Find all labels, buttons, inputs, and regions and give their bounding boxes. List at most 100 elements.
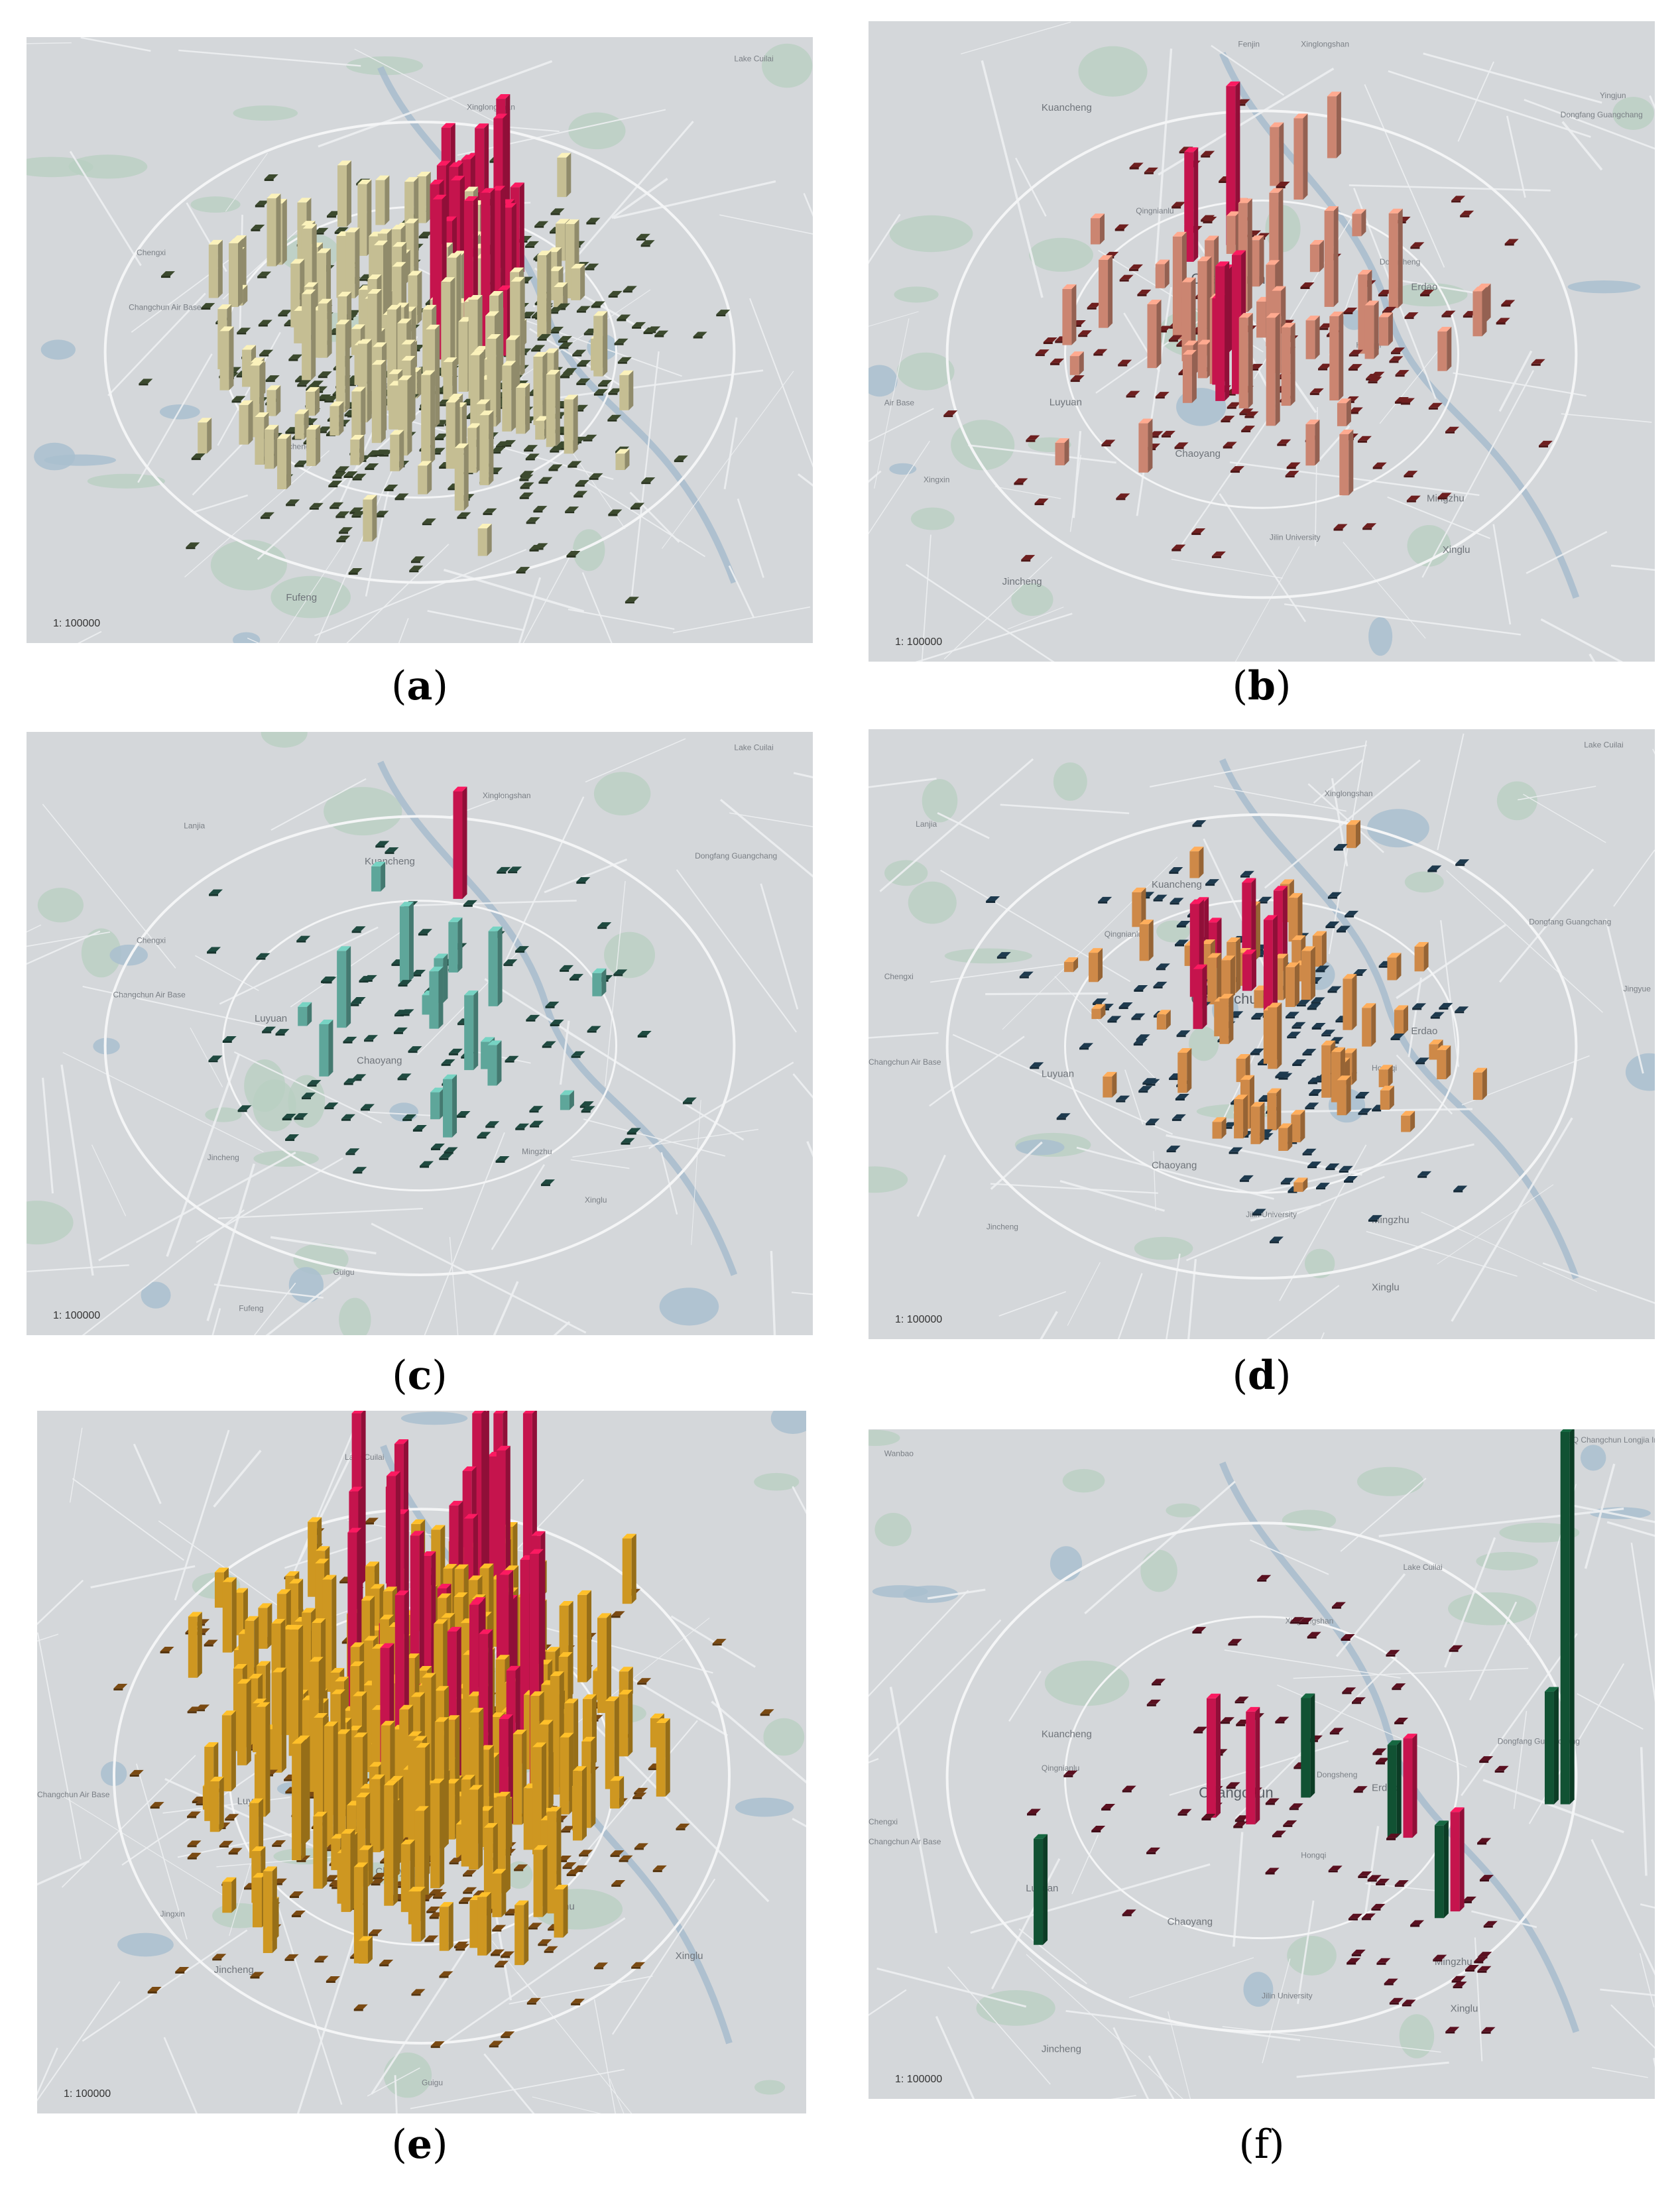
flat-cell <box>264 174 278 182</box>
flat-cell <box>760 1709 774 1716</box>
flat-cell <box>1390 1034 1405 1041</box>
flat-cell <box>1451 196 1466 203</box>
flat-cell <box>1201 1813 1216 1820</box>
flat-cell <box>1030 1062 1044 1069</box>
flat-cell <box>187 1706 202 1714</box>
flat-cell <box>550 208 565 215</box>
hot-bar <box>1215 261 1230 401</box>
flat-cell <box>712 1639 727 1646</box>
flat-cell <box>625 597 639 604</box>
flat-cell <box>682 1097 697 1104</box>
flat-cell <box>291 1910 306 1917</box>
flat-cell <box>1318 363 1333 371</box>
flat-cell <box>1093 998 1107 1006</box>
flat-cell <box>1290 1617 1305 1624</box>
bar <box>492 1869 507 1917</box>
flat-cell <box>426 1906 441 1913</box>
flat-cell <box>1234 1815 1249 1822</box>
flat-cell <box>1175 939 1189 947</box>
flat-cell <box>1227 402 1241 409</box>
flat-cell <box>457 512 471 519</box>
place-label: Jincheng <box>987 1222 1018 1231</box>
bar <box>1324 206 1339 307</box>
flat-cell <box>1433 1954 1447 1962</box>
flat-cell <box>186 542 200 550</box>
flat-cell <box>608 509 623 516</box>
flat-cell <box>534 221 549 228</box>
flat-cell <box>1118 359 1132 367</box>
flat-cell <box>597 922 612 929</box>
flat-cell <box>255 200 269 208</box>
flat-cell <box>408 1046 422 1053</box>
flat-cell <box>570 974 584 981</box>
flat-cell <box>565 506 579 514</box>
flat-cell <box>559 342 573 349</box>
flat-cell <box>1101 1804 1116 1811</box>
place-label: Dongfang Guangchang <box>1498 1737 1580 1746</box>
flat-cell <box>533 506 548 513</box>
flat-cell <box>187 1811 202 1818</box>
map-panel-e: Lake CuilaiErdaoChangchun Air BaseLuyuan… <box>37 1411 806 2113</box>
flat-cell <box>1239 1175 1254 1182</box>
flat-cell <box>296 935 311 943</box>
flat-cell <box>572 349 587 357</box>
flat-cell <box>1368 1215 1382 1222</box>
flat-cell <box>360 1104 375 1111</box>
flat-cell <box>1233 1821 1248 1828</box>
flat-cell <box>343 1036 357 1043</box>
flat-cell <box>318 371 332 379</box>
flat-cell <box>1348 1913 1362 1921</box>
place-label: Mingzhu <box>1435 1956 1472 1968</box>
flat-cell <box>353 2004 368 2011</box>
flat-cell <box>589 473 603 480</box>
bar <box>1069 351 1084 375</box>
bar <box>1560 1429 1575 1805</box>
flat-cell <box>1347 1958 1361 1965</box>
flat-cell <box>576 378 591 385</box>
bar <box>430 1087 445 1120</box>
bar <box>318 298 332 358</box>
flat-cell <box>237 1105 252 1112</box>
flat-cell <box>591 301 605 308</box>
flat-cell <box>1368 377 1382 384</box>
bar <box>1434 1820 1449 1919</box>
flat-cell <box>654 330 669 337</box>
flat-cell <box>1349 349 1363 357</box>
flat-cell <box>577 360 591 367</box>
bar <box>272 1667 286 1773</box>
bar <box>557 152 571 198</box>
flat-cell <box>160 271 175 278</box>
flat-cell <box>566 551 581 558</box>
flat-cell <box>637 1031 652 1038</box>
flat-cell <box>1343 1175 1358 1183</box>
bar <box>454 443 469 511</box>
place-label: Xinglu <box>1372 1281 1400 1293</box>
flat-cell <box>1441 310 1456 318</box>
bar <box>1138 418 1153 473</box>
flat-cell <box>1272 1830 1286 1838</box>
flat-cell <box>576 877 591 884</box>
flat-cell <box>262 1026 276 1034</box>
flat-cell <box>272 1840 286 1847</box>
flat-cell <box>1327 892 1342 899</box>
flat-cell <box>544 1946 558 1953</box>
bar <box>239 400 253 445</box>
flat-cell <box>1481 2027 1496 2034</box>
bar <box>1099 255 1113 328</box>
flat-cell <box>352 473 367 481</box>
flat-cell <box>528 1923 542 1930</box>
bar <box>1346 820 1360 849</box>
place-label: Jincheng <box>214 1964 254 1976</box>
flat-cell <box>1176 1030 1191 1038</box>
flat-cell <box>1455 859 1470 866</box>
flat-cell <box>485 1121 500 1128</box>
flat-cell <box>598 380 613 387</box>
flat-cell <box>379 449 394 457</box>
flat-cell <box>1258 896 1272 904</box>
flat-cell <box>1445 2027 1460 2034</box>
flat-cell <box>1146 1118 1160 1126</box>
flat-cell <box>1228 1639 1242 1646</box>
flat-cell <box>412 969 426 977</box>
flat-cell <box>519 474 534 481</box>
flat-cell <box>1265 1798 1280 1805</box>
